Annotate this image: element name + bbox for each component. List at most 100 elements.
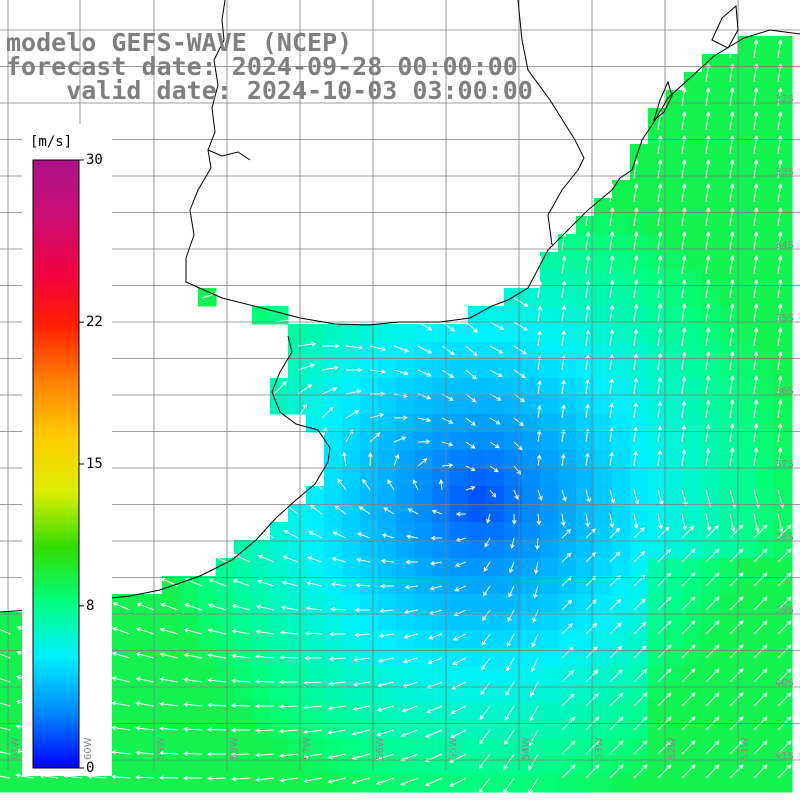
speed-cell bbox=[774, 324, 793, 343]
wind-arrow bbox=[681, 489, 688, 507]
speed-cell bbox=[378, 738, 397, 757]
speed-cell bbox=[540, 306, 559, 325]
speed-cell bbox=[666, 144, 685, 163]
speed-cell bbox=[342, 774, 361, 793]
wind-arrow bbox=[681, 376, 687, 395]
wind-arrow bbox=[424, 777, 443, 787]
wind-arrow bbox=[482, 585, 491, 597]
speed-cell bbox=[648, 396, 667, 415]
speed-cell bbox=[756, 468, 775, 487]
speed-cell bbox=[450, 342, 469, 361]
longitude-label: 58W bbox=[229, 737, 240, 760]
wind-arrow bbox=[159, 726, 179, 732]
wind-arrow bbox=[182, 751, 203, 756]
wind-arrow bbox=[479, 729, 491, 745]
wind-arrow bbox=[705, 740, 720, 755]
wind-arrow bbox=[454, 561, 467, 567]
speed-cell bbox=[648, 558, 667, 577]
speed-cell bbox=[450, 414, 469, 433]
wind-arrow bbox=[417, 439, 431, 445]
speed-cell bbox=[450, 666, 469, 685]
speed-cell bbox=[702, 270, 721, 289]
speed-cell bbox=[648, 216, 667, 235]
wind-arrow bbox=[560, 513, 566, 527]
speed-cell bbox=[324, 666, 343, 685]
wind-arrow bbox=[111, 627, 131, 635]
speed-cell bbox=[558, 684, 577, 703]
wind-arrow bbox=[609, 669, 623, 683]
speed-cell bbox=[180, 648, 199, 667]
speed-cell bbox=[306, 738, 325, 757]
wind-arrow bbox=[633, 764, 648, 779]
speed-cell bbox=[468, 594, 487, 613]
title-model: modelo GEFS-WAVE (NCEP) bbox=[6, 28, 353, 57]
wind-arrow bbox=[455, 511, 467, 517]
speed-cell bbox=[504, 594, 523, 613]
speed-cell bbox=[162, 594, 181, 613]
speed-cell bbox=[306, 756, 325, 775]
speed-cell bbox=[540, 756, 559, 775]
speed-cell bbox=[522, 666, 541, 685]
wind-arrow bbox=[561, 330, 567, 347]
speed-cell bbox=[630, 216, 649, 235]
wind-arrow bbox=[159, 652, 179, 659]
wind-arrow bbox=[609, 207, 615, 227]
wind-arrow bbox=[753, 279, 759, 299]
speed-cell bbox=[468, 342, 487, 361]
speed-cell bbox=[576, 666, 595, 685]
wind-arrow bbox=[207, 603, 227, 611]
speed-cell bbox=[738, 234, 757, 253]
wind-arrow bbox=[327, 777, 347, 784]
speed-cell bbox=[684, 72, 703, 91]
wind-arrow bbox=[368, 452, 373, 467]
speed-cell bbox=[198, 738, 217, 757]
wind-arrow bbox=[585, 552, 596, 563]
wind-arrow bbox=[777, 423, 783, 443]
speed-cell bbox=[450, 324, 469, 343]
speed-cell bbox=[702, 324, 721, 343]
speed-cell bbox=[486, 414, 505, 433]
speed-cell bbox=[756, 666, 775, 685]
speed-cell bbox=[774, 774, 793, 793]
speed-cell bbox=[612, 684, 631, 703]
speed-cell bbox=[702, 108, 721, 127]
speed-cell bbox=[756, 486, 775, 505]
speed-cell bbox=[378, 324, 397, 343]
speed-cell bbox=[252, 576, 271, 595]
speed-cell bbox=[504, 522, 523, 541]
wind-arrow bbox=[430, 535, 443, 541]
speed-cell bbox=[774, 432, 793, 451]
speed-cell bbox=[558, 252, 577, 271]
speed-cell bbox=[630, 198, 649, 217]
speed-cell bbox=[756, 432, 775, 451]
speed-cell bbox=[216, 648, 235, 667]
wind-arrow bbox=[256, 604, 275, 611]
speed-cell bbox=[576, 558, 595, 577]
speed-cell bbox=[666, 612, 685, 631]
speed-cell bbox=[684, 216, 703, 235]
wind-arrow bbox=[705, 255, 711, 275]
speed-cell bbox=[378, 342, 397, 361]
wind-arrow bbox=[380, 558, 395, 564]
longitude-label: 51W bbox=[740, 737, 751, 760]
speed-cell bbox=[522, 702, 541, 721]
wind-arrow bbox=[0, 702, 11, 707]
speed-cell bbox=[612, 576, 631, 595]
speed-cell bbox=[702, 396, 721, 415]
wind-arrow bbox=[633, 740, 648, 755]
speed-cell bbox=[198, 702, 217, 721]
speed-cell bbox=[648, 468, 667, 487]
wind-arrow bbox=[777, 279, 783, 299]
speed-cell bbox=[378, 360, 397, 379]
wind-arrow bbox=[112, 602, 131, 611]
speed-cell bbox=[306, 684, 325, 703]
wind-arrow bbox=[506, 657, 515, 672]
speed-cell bbox=[486, 576, 505, 595]
speed-cell bbox=[522, 504, 541, 523]
speed-cell bbox=[540, 648, 559, 667]
speed-cell bbox=[612, 504, 631, 523]
speed-cell bbox=[486, 774, 505, 793]
speed-cell bbox=[396, 468, 415, 487]
wind-arrow bbox=[705, 159, 711, 179]
speed-cell bbox=[702, 666, 721, 685]
